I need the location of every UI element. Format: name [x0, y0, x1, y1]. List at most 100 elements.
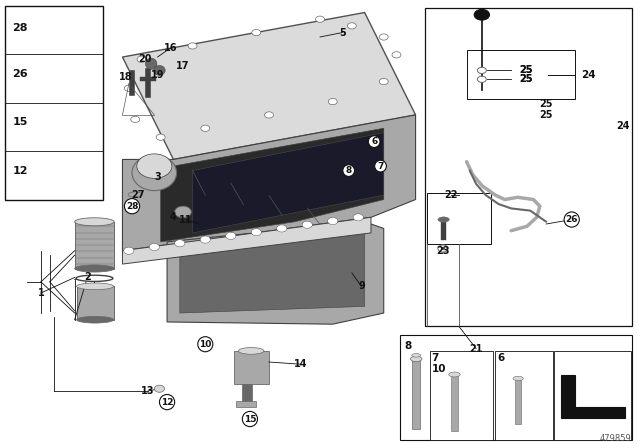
- Ellipse shape: [33, 171, 68, 184]
- Ellipse shape: [35, 124, 68, 135]
- Circle shape: [226, 233, 236, 239]
- Text: 24: 24: [616, 121, 629, 131]
- Text: 11: 11: [179, 215, 193, 224]
- Text: 21: 21: [469, 344, 483, 353]
- Text: 15: 15: [12, 117, 28, 127]
- Polygon shape: [167, 222, 384, 324]
- Circle shape: [380, 78, 388, 85]
- Text: 1: 1: [38, 288, 44, 298]
- Circle shape: [328, 217, 338, 224]
- Circle shape: [252, 30, 260, 36]
- Text: 2: 2: [84, 272, 91, 282]
- Bar: [451, 375, 458, 431]
- Bar: [412, 360, 420, 429]
- Circle shape: [200, 236, 211, 243]
- Bar: [399, 335, 632, 440]
- Text: 22: 22: [444, 190, 458, 200]
- Circle shape: [40, 13, 55, 24]
- Text: 13: 13: [141, 386, 155, 396]
- Circle shape: [276, 225, 287, 232]
- Circle shape: [316, 16, 324, 22]
- Polygon shape: [180, 228, 365, 313]
- Bar: [140, 77, 156, 81]
- Circle shape: [175, 206, 191, 218]
- Polygon shape: [122, 217, 371, 264]
- Text: 19: 19: [151, 70, 164, 80]
- Text: 9: 9: [358, 281, 365, 291]
- Text: 12: 12: [161, 397, 173, 407]
- Circle shape: [201, 125, 210, 131]
- Ellipse shape: [449, 372, 460, 377]
- Circle shape: [137, 56, 146, 62]
- Circle shape: [380, 34, 388, 40]
- Bar: [243, 384, 252, 402]
- Bar: [515, 380, 522, 424]
- Ellipse shape: [412, 353, 420, 357]
- Bar: [75, 222, 114, 268]
- Bar: [234, 351, 269, 384]
- Text: 15: 15: [244, 414, 256, 423]
- Bar: [4, 6, 103, 199]
- Circle shape: [438, 245, 448, 252]
- Ellipse shape: [76, 275, 113, 281]
- Circle shape: [264, 112, 273, 118]
- Polygon shape: [561, 375, 625, 418]
- Circle shape: [477, 67, 486, 73]
- Ellipse shape: [77, 283, 113, 290]
- Text: 6: 6: [371, 137, 378, 146]
- Ellipse shape: [42, 118, 60, 126]
- Text: 479859: 479859: [599, 434, 631, 443]
- Text: 23: 23: [436, 246, 450, 256]
- Ellipse shape: [239, 348, 264, 354]
- Ellipse shape: [137, 154, 172, 178]
- Circle shape: [441, 247, 445, 250]
- Bar: [427, 193, 491, 244]
- Text: 25: 25: [540, 110, 553, 120]
- Text: 8: 8: [404, 341, 412, 351]
- Text: 4: 4: [170, 212, 177, 222]
- Polygon shape: [122, 13, 415, 159]
- Circle shape: [188, 43, 197, 49]
- Bar: [77, 286, 113, 320]
- Ellipse shape: [410, 356, 422, 362]
- Circle shape: [124, 247, 134, 254]
- Ellipse shape: [75, 218, 114, 226]
- Text: 28: 28: [12, 23, 28, 33]
- Circle shape: [328, 99, 337, 105]
- Bar: [129, 70, 134, 95]
- Circle shape: [392, 52, 401, 58]
- Circle shape: [175, 240, 185, 247]
- Text: 24: 24: [581, 70, 596, 80]
- Bar: [429, 351, 493, 440]
- Text: 7: 7: [378, 162, 384, 171]
- Text: 28: 28: [126, 202, 138, 211]
- Text: 12: 12: [12, 166, 28, 176]
- Bar: [45, 21, 50, 48]
- Bar: [236, 401, 256, 406]
- Text: 25: 25: [519, 65, 532, 75]
- Ellipse shape: [438, 217, 449, 222]
- Bar: [441, 222, 446, 240]
- Circle shape: [149, 243, 159, 250]
- Bar: [425, 8, 632, 327]
- Text: 17: 17: [176, 61, 189, 71]
- Circle shape: [156, 134, 165, 140]
- Circle shape: [124, 85, 133, 91]
- Circle shape: [154, 385, 164, 392]
- Circle shape: [251, 228, 261, 236]
- Ellipse shape: [513, 376, 524, 381]
- Text: 8: 8: [346, 166, 352, 175]
- Polygon shape: [193, 133, 384, 233]
- Text: 14: 14: [294, 359, 308, 369]
- Ellipse shape: [154, 65, 165, 75]
- Circle shape: [477, 76, 486, 82]
- Text: 10: 10: [199, 340, 211, 349]
- Bar: [145, 68, 150, 97]
- Bar: [40, 65, 54, 70]
- Circle shape: [302, 221, 312, 228]
- Ellipse shape: [44, 168, 58, 176]
- Ellipse shape: [132, 155, 177, 190]
- Bar: [467, 50, 575, 99]
- Bar: [554, 351, 631, 440]
- Ellipse shape: [77, 316, 113, 323]
